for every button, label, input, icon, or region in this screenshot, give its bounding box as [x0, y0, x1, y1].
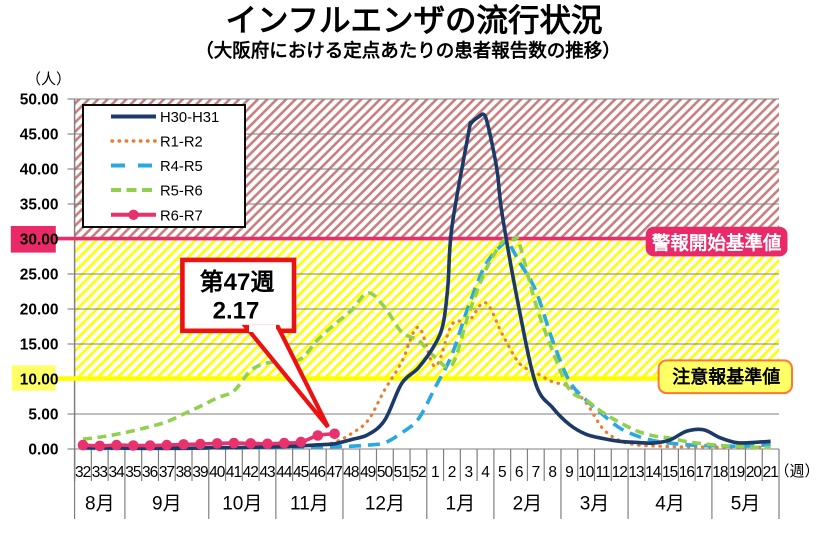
svg-text:5.00: 5.00 — [28, 406, 58, 423]
svg-text:9月: 9月 — [152, 494, 182, 515]
svg-text:52: 52 — [410, 464, 426, 481]
svg-text:8: 8 — [548, 464, 556, 481]
svg-text:10: 10 — [578, 464, 595, 481]
svg-text:1: 1 — [431, 464, 439, 481]
svg-text:50: 50 — [377, 464, 394, 481]
svg-text:32: 32 — [75, 464, 91, 481]
svg-text:9: 9 — [565, 464, 573, 481]
svg-text:19: 19 — [729, 464, 745, 481]
svg-text:45.00: 45.00 — [20, 126, 59, 143]
svg-text:（週）: （週） — [774, 463, 819, 480]
svg-text:34: 34 — [109, 464, 126, 481]
svg-text:15: 15 — [662, 464, 678, 481]
svg-text:20: 20 — [746, 464, 763, 481]
svg-text:2月: 2月 — [513, 494, 543, 515]
svg-text:R5-R6: R5-R6 — [160, 184, 203, 200]
svg-text:42: 42 — [243, 464, 259, 481]
svg-text:44: 44 — [276, 464, 293, 481]
svg-text:4: 4 — [481, 464, 490, 481]
svg-text:5月: 5月 — [731, 494, 761, 515]
svg-text:35: 35 — [125, 464, 141, 481]
svg-text:6: 6 — [515, 464, 523, 481]
svg-text:1月: 1月 — [446, 494, 476, 515]
svg-text:40.00: 40.00 — [20, 161, 59, 178]
svg-text:11月: 11月 — [290, 494, 329, 515]
svg-text:5: 5 — [498, 464, 506, 481]
svg-text:2.17: 2.17 — [213, 298, 260, 325]
svg-text:4月: 4月 — [655, 494, 685, 515]
svg-text:41: 41 — [226, 464, 242, 481]
svg-text:R6-R7: R6-R7 — [160, 208, 203, 224]
svg-text:20.00: 20.00 — [20, 301, 59, 318]
svg-text:12月: 12月 — [365, 494, 405, 515]
svg-text:10.00: 10.00 — [20, 371, 59, 388]
svg-text:36: 36 — [142, 464, 158, 481]
svg-text:17: 17 — [696, 464, 712, 481]
svg-text:38: 38 — [176, 464, 192, 481]
svg-text:7: 7 — [532, 464, 540, 481]
svg-text:8月: 8月 — [85, 494, 115, 515]
svg-text:0.00: 0.00 — [28, 441, 58, 458]
svg-text:49: 49 — [360, 464, 376, 481]
svg-text:43: 43 — [259, 464, 275, 481]
svg-text:30.00: 30.00 — [20, 231, 59, 248]
svg-text:3: 3 — [465, 464, 473, 481]
svg-text:35.00: 35.00 — [20, 196, 59, 213]
svg-text:R4-R5: R4-R5 — [160, 159, 203, 175]
svg-text:（人）: （人） — [26, 71, 71, 88]
svg-text:12: 12 — [612, 464, 628, 481]
svg-text:R1-R2: R1-R2 — [160, 135, 203, 151]
svg-text:40: 40 — [209, 464, 226, 481]
svg-text:13: 13 — [628, 464, 644, 481]
svg-text:（大阪府における定点あたりの患者報告数の推移）: （大阪府における定点あたりの患者報告数の推移） — [195, 40, 621, 61]
svg-text:33: 33 — [92, 464, 108, 481]
svg-text:14: 14 — [645, 464, 662, 481]
svg-text:18: 18 — [712, 464, 728, 481]
svg-text:H30-H31: H30-H31 — [160, 110, 219, 126]
svg-text:インフルエンザの流行状況: インフルエンザの流行状況 — [225, 2, 602, 38]
svg-text:21: 21 — [763, 464, 779, 481]
svg-text:16: 16 — [679, 464, 695, 481]
svg-text:37: 37 — [159, 464, 175, 481]
svg-text:45: 45 — [293, 464, 309, 481]
svg-text:15.00: 15.00 — [20, 336, 59, 353]
svg-text:47: 47 — [327, 464, 343, 481]
svg-text:51: 51 — [394, 464, 410, 481]
svg-text:注意報基準値: 注意報基準値 — [672, 366, 780, 387]
svg-text:警報開始基準値: 警報開始基準値 — [652, 232, 782, 253]
svg-text:25.00: 25.00 — [20, 266, 59, 283]
svg-text:50.00: 50.00 — [20, 91, 59, 108]
svg-text:48: 48 — [343, 464, 359, 481]
svg-text:第47週: 第47週 — [200, 268, 275, 296]
svg-text:11: 11 — [595, 464, 609, 481]
svg-text:39: 39 — [192, 464, 208, 481]
svg-text:3月: 3月 — [580, 494, 610, 515]
svg-text:2: 2 — [448, 464, 456, 481]
svg-text:10月: 10月 — [222, 494, 262, 515]
svg-text:46: 46 — [310, 464, 326, 481]
